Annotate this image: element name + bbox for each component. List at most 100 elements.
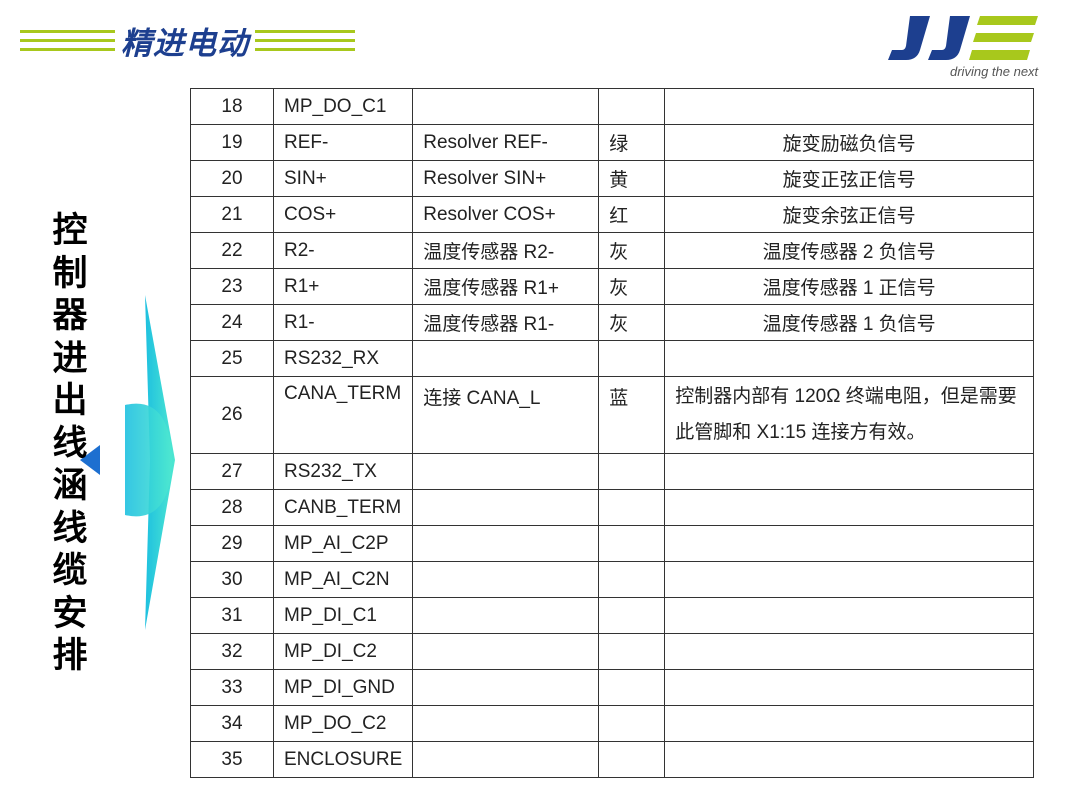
table-row: 32 MP_DI_C2 bbox=[190, 633, 1034, 670]
description-cell bbox=[664, 633, 1034, 670]
wire-color-cell bbox=[598, 597, 666, 634]
description-cell: 温度传感器 1 负信号 bbox=[664, 304, 1034, 341]
description-cell bbox=[664, 453, 1034, 490]
connection-cell bbox=[412, 340, 600, 377]
pin-number-cell: 29 bbox=[190, 525, 274, 562]
description-cell: 温度传感器 1 正信号 bbox=[664, 268, 1034, 305]
table-row: 34 MP_DO_C2 bbox=[190, 705, 1034, 742]
pin-number-cell: 28 bbox=[190, 489, 274, 526]
table-row: 31 MP_DI_C1 bbox=[190, 597, 1034, 634]
pin-number-cell: 18 bbox=[190, 88, 274, 125]
wire-color-cell: 灰 bbox=[598, 268, 666, 305]
wire-color-cell: 黄 bbox=[598, 160, 666, 197]
signal-name-cell: CANB_TERM bbox=[272, 489, 414, 526]
wire-color-cell: 红 bbox=[598, 196, 666, 233]
brand-name: 精进电动 bbox=[121, 25, 249, 61]
arrow-decoration bbox=[80, 295, 175, 630]
connection-cell: Resolver SIN+ bbox=[412, 160, 600, 197]
signal-name-cell: MP_DI_C1 bbox=[272, 597, 414, 634]
pin-number-cell: 22 bbox=[190, 232, 274, 269]
connection-cell: 温度传感器 R1- bbox=[412, 304, 600, 341]
pin-number-cell: 24 bbox=[190, 304, 274, 341]
table-row: 28 CANB_TERM bbox=[190, 489, 1034, 526]
signal-name-cell: R2- bbox=[272, 232, 414, 269]
brand-header: 精进电动 bbox=[20, 18, 355, 62]
table-row: 23 R1+ 温度传感器 R1+ 灰温度传感器 1 正信号 bbox=[190, 268, 1034, 305]
description-cell bbox=[664, 340, 1034, 377]
wire-color-cell bbox=[598, 741, 666, 778]
description-cell bbox=[664, 741, 1034, 778]
signal-name-cell: CANA_TERM bbox=[272, 376, 414, 454]
signal-name-cell: RS232_TX bbox=[272, 453, 414, 490]
wire-color-cell bbox=[598, 669, 666, 706]
connection-cell bbox=[412, 741, 600, 778]
signal-name-cell: MP_DI_C2 bbox=[272, 633, 414, 670]
table-row: 18 MP_DO_C1 bbox=[190, 88, 1034, 125]
description-cell bbox=[664, 489, 1034, 526]
description-cell bbox=[664, 705, 1034, 742]
table-row: 21 COS+ Resolver COS+ 红旋变余弦正信号 bbox=[190, 196, 1034, 233]
description-cell: 控制器内部有 120Ω 终端电阻，但是需要此管脚和 X1:15 连接方有效。 bbox=[664, 376, 1034, 454]
jje-logo bbox=[888, 16, 1038, 60]
table-row: 25 RS232_RX bbox=[190, 340, 1034, 377]
table-row: 20 SIN+ Resolver SIN+ 黄旋变正弦正信号 bbox=[190, 160, 1034, 197]
table-row: 30 MP_AI_C2N bbox=[190, 561, 1034, 598]
pin-number-cell: 27 bbox=[190, 453, 274, 490]
description-cell bbox=[664, 597, 1034, 634]
signal-name-cell: COS+ bbox=[272, 196, 414, 233]
connection-cell bbox=[412, 633, 600, 670]
pin-number-cell: 32 bbox=[190, 633, 274, 670]
table-row: 22 R2- 温度传感器 R2- 灰温度传感器 2 负信号 bbox=[190, 232, 1034, 269]
table-row: 27 RS232_TX bbox=[190, 453, 1034, 490]
connection-cell bbox=[412, 561, 600, 598]
connection-cell bbox=[412, 525, 600, 562]
wire-color-cell bbox=[598, 705, 666, 742]
pin-number-cell: 23 bbox=[190, 268, 274, 305]
signal-name-cell: SIN+ bbox=[272, 160, 414, 197]
side-title: 控制器进出线涵线缆安排 bbox=[52, 211, 88, 676]
pin-number-cell: 19 bbox=[190, 124, 274, 161]
wire-color-cell: 蓝 bbox=[598, 376, 666, 454]
signal-name-cell: MP_DO_C2 bbox=[272, 705, 414, 742]
connection-cell bbox=[412, 453, 600, 490]
wire-color-cell: 绿 bbox=[598, 124, 666, 161]
pin-number-cell: 21 bbox=[190, 196, 274, 233]
description-cell: 旋变励磁负信号 bbox=[664, 124, 1034, 161]
connection-cell bbox=[412, 669, 600, 706]
signal-name-cell: MP_AI_C2N bbox=[272, 561, 414, 598]
signal-name-cell: MP_DI_GND bbox=[272, 669, 414, 706]
wire-color-cell: 灰 bbox=[598, 304, 666, 341]
pin-number-cell: 33 bbox=[190, 669, 274, 706]
description-cell bbox=[664, 88, 1034, 125]
pin-table: 18 MP_DO_C1 19 REF- Resolver REF- 绿旋变励磁负信号 20 S… bbox=[190, 88, 1034, 778]
wire-color-cell: 灰 bbox=[598, 232, 666, 269]
wire-color-cell bbox=[598, 561, 666, 598]
brand-lines-right bbox=[255, 29, 355, 51]
signal-name-cell: ENCLOSURE bbox=[272, 741, 414, 778]
signal-name-cell: RS232_RX bbox=[272, 340, 414, 377]
table-row: 29 MP_AI_C2P bbox=[190, 525, 1034, 562]
pin-number-cell: 34 bbox=[190, 705, 274, 742]
signal-name-cell: MP_AI_C2P bbox=[272, 525, 414, 562]
pin-number-cell: 30 bbox=[190, 561, 274, 598]
wire-color-cell bbox=[598, 340, 666, 377]
pin-number-cell: 35 bbox=[190, 741, 274, 778]
table-row: 33 MP_DI_GND bbox=[190, 669, 1034, 706]
wire-color-cell bbox=[598, 453, 666, 490]
connection-cell: 温度传感器 R1+ bbox=[412, 268, 600, 305]
table-row: 35 ENCLOSURE bbox=[190, 741, 1034, 778]
description-cell: 温度传感器 2 负信号 bbox=[664, 232, 1034, 269]
connection-cell: 温度传感器 R2- bbox=[412, 232, 600, 269]
pin-number-cell: 25 bbox=[190, 340, 274, 377]
table-row: 19 REF- Resolver REF- 绿旋变励磁负信号 bbox=[190, 124, 1034, 161]
tagline: driving the next bbox=[950, 64, 1039, 79]
connection-cell: 连接 CANA_L bbox=[412, 376, 600, 454]
connection-cell bbox=[412, 597, 600, 634]
wire-color-cell bbox=[598, 633, 666, 670]
connection-cell: Resolver COS+ bbox=[412, 196, 600, 233]
wire-color-cell bbox=[598, 88, 666, 125]
table-row: 24 R1- 温度传感器 R1- 灰温度传感器 1 负信号 bbox=[190, 304, 1034, 341]
description-cell bbox=[664, 669, 1034, 706]
table-row: 26 CANA_TERM 连接 CANA_L 蓝控制器内部有 120Ω 终端电阻，但是… bbox=[190, 376, 1034, 454]
description-cell bbox=[664, 561, 1034, 598]
